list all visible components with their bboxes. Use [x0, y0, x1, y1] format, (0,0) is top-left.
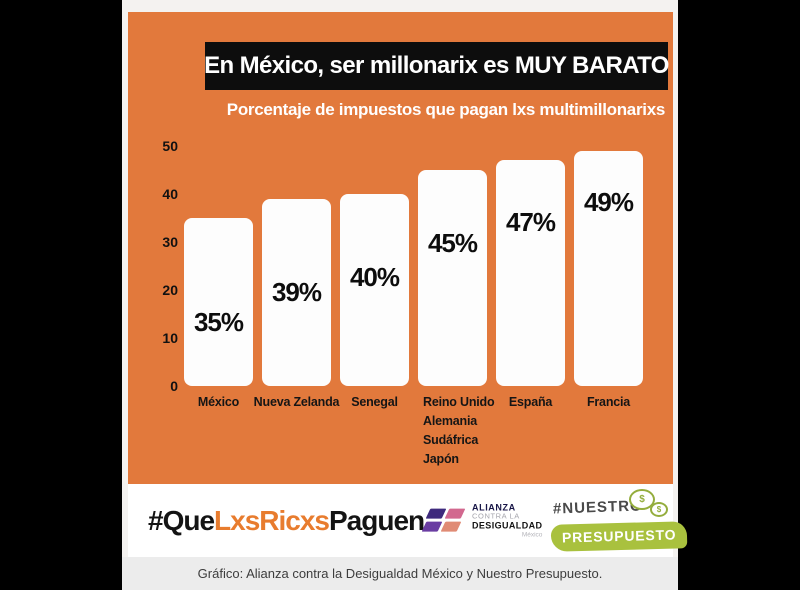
flag-segment — [440, 522, 462, 532]
hashtag-highlight: LxsRicxs — [214, 504, 330, 536]
letterbox-left — [0, 0, 122, 590]
image-caption: Gráfico: Alianza contra la Desigualdad M… — [197, 566, 603, 581]
image-caption-band: Gráfico: Alianza contra la Desigualdad M… — [122, 557, 678, 590]
hashtag-suffix: Paguen — [329, 504, 425, 536]
speech-bubble-icon: $ — [629, 489, 655, 510]
nuestro-presupuesto-logo: #NUESTRO $ $ PRESUPUESTO — [550, 489, 688, 552]
alianza-logo-text: ALIANZA CONTRA LA DESIGUALDAD México — [472, 502, 542, 539]
bar-rect — [418, 170, 487, 386]
bar-value-label: 39% — [271, 277, 322, 308]
dollar-symbol: $ — [639, 494, 645, 505]
y-tick-label: 30 — [162, 234, 178, 250]
bar-rect — [184, 218, 253, 386]
bar-rect — [262, 198, 331, 386]
y-tick-label: 10 — [162, 330, 178, 346]
y-tick-label: 20 — [162, 282, 178, 298]
bar-x-label: Nueva Zelanda — [253, 395, 340, 409]
flag-segment — [425, 509, 447, 519]
bar-value-label: 45% — [427, 227, 478, 258]
bar-x-label: Senegal — [351, 395, 398, 409]
bar: 40% Senegal — [340, 194, 409, 409]
bar: 39% Nueva Zelanda — [254, 198, 340, 409]
chart-title: En México, ser millonarix es MUY BARATO — [204, 52, 669, 79]
bar: 45% Reino Unido Alemania Sudáfrica Japón — [418, 170, 495, 466]
bar-rect — [574, 150, 643, 386]
bars: 35% México 39% Nueva Zelanda 40% Senegal 45% Re… — [184, 146, 643, 466]
hashtag-prefix: #Que — [148, 504, 215, 536]
chart-panel: En México, ser millonarix es MUY BARATO … — [128, 12, 673, 484]
dollar-symbol: $ — [656, 505, 662, 514]
y-tick-label: 0 — [170, 378, 178, 394]
bar-rect — [340, 194, 409, 386]
alianza-line3: DESIGUALDAD — [472, 521, 543, 532]
campaign-hashtag: #QueLxsRicxsPaguen — [148, 504, 425, 537]
alianza-flag-stripe-bottom — [421, 522, 466, 532]
y-tick-label: 50 — [162, 138, 178, 154]
bar-rect — [496, 160, 565, 386]
bar-x-label: Francia — [586, 395, 631, 409]
y-axis: 0 10 20 30 40 50 — [150, 138, 178, 394]
letterbox-right — [678, 0, 800, 590]
alianza-line4: México — [521, 531, 543, 539]
infographic-card: En México, ser millonarix es MUY BARATO … — [128, 12, 688, 557]
bar-value-label: 40% — [349, 262, 400, 292]
alianza-line2: CONTRA LA — [472, 511, 520, 521]
y-tick-label: 40 — [162, 186, 178, 202]
alianza-flag-icon — [421, 507, 466, 534]
bar: 49% Francia — [574, 150, 643, 409]
infographic-footer: #QueLxsRicxsPaguen ALIANZA CONTRA LA — [128, 484, 688, 557]
chart-subtitle: Porcentaje de impuestos que pagan lxs mu… — [226, 100, 666, 119]
bar-value-label: 47% — [505, 207, 556, 238]
flag-segment — [421, 522, 443, 532]
bar-value-label: 35% — [193, 307, 244, 337]
alianza-logo: ALIANZA CONTRA LA DESIGUALDAD México — [421, 502, 542, 539]
bar: 47% España — [496, 160, 565, 409]
presupuesto-badge: PRESUPUESTO — [550, 521, 688, 552]
speech-bubble-icon: $ — [650, 502, 668, 517]
bar-value-label: 49% — [583, 187, 634, 218]
flag-segment — [444, 509, 466, 519]
bar: 35% México — [184, 218, 253, 409]
bar-x-label: México — [197, 395, 240, 409]
title-banner: En México, ser millonarix es MUY BARATO — [204, 42, 669, 90]
bar-x-label: Reino Unido Alemania Sudáfrica Japón — [423, 395, 495, 466]
bar-x-label: España — [508, 395, 553, 409]
alianza-flag-stripe-top — [425, 509, 466, 519]
alianza-line1: ALIANZA — [472, 502, 516, 513]
